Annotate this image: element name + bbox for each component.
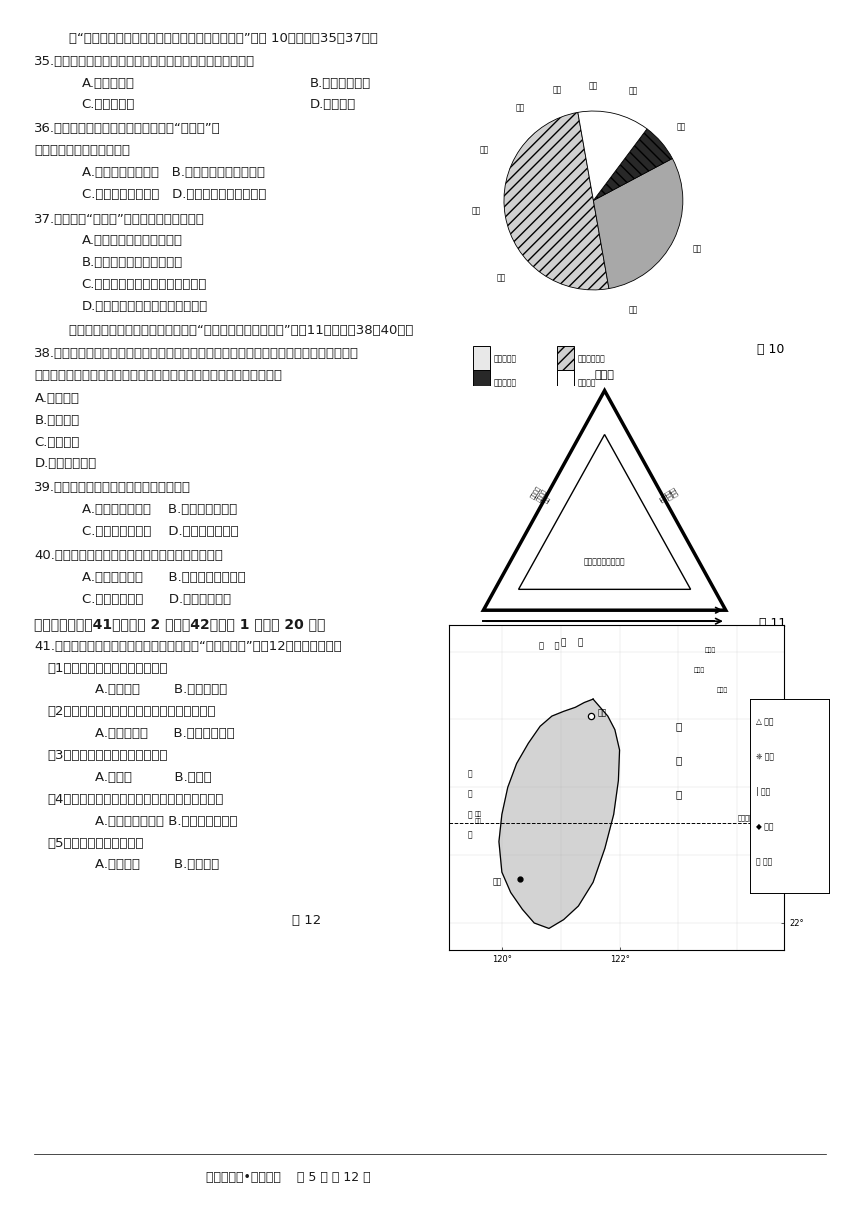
Text: 河北省: 河北省 bbox=[464, 629, 483, 640]
Text: 峡: 峡 bbox=[467, 830, 472, 840]
Text: | 甘蔗: | 甘蔗 bbox=[756, 787, 771, 797]
Text: 受制于美国。其主要原因是: 受制于美国。其主要原因是 bbox=[34, 143, 131, 157]
Text: 高雄: 高雄 bbox=[493, 877, 502, 887]
Text: 图 11: 图 11 bbox=[759, 617, 786, 631]
Text: A.环渤海地区: A.环渤海地区 bbox=[82, 77, 135, 90]
Text: C.文化中心: C.文化中心 bbox=[34, 436, 80, 448]
Text: ❈ 水稻: ❈ 水稻 bbox=[756, 752, 774, 762]
Text: △ 山脉: △ 山脉 bbox=[756, 717, 774, 727]
Text: 合肥: 合肥 bbox=[692, 244, 702, 254]
Text: （1）台湾岛的农产品主要分布在: （1）台湾岛的农产品主要分布在 bbox=[47, 661, 168, 674]
Text: B.降低相关产品质量和价値: B.降低相关产品质量和价値 bbox=[82, 256, 183, 270]
Text: A.浙、苏          B.闽、粤: A.浙、苏 B.闽、粤 bbox=[95, 772, 212, 784]
Text: D.国际交往中心: D.国际交往中心 bbox=[34, 458, 96, 470]
Text: 产业与
技术制
造业: 产业与 技术制 造业 bbox=[657, 487, 679, 505]
Text: C.产品种类更单一    D.产业和技术升级: C.产品种类更单一 D.产业和技术升级 bbox=[82, 525, 238, 538]
Text: B.金融中心: B.金融中心 bbox=[34, 413, 80, 426]
Text: 资源、劳
动力产业
技术: 资源、劳 动力产业 技术 bbox=[530, 485, 553, 507]
Text: 图 12: 图 12 bbox=[292, 914, 322, 927]
Text: 海: 海 bbox=[467, 810, 472, 819]
Text: A.西北方向        B.东北方向: A.西北方向 B.东北方向 bbox=[95, 858, 218, 871]
Text: 赤尾屿: 赤尾屿 bbox=[717, 688, 728, 694]
Text: D.与发展中国家经济联系逐渐减少: D.与发展中国家经济联系逐渐减少 bbox=[82, 300, 208, 313]
Text: C.发挥我国劳动力资源丰富的优势: C.发挥我国劳动力资源丰富的优势 bbox=[82, 278, 207, 292]
Text: A.城镇人口数减少    B.资源输入量增加: A.城镇人口数减少 B.资源输入量增加 bbox=[82, 503, 237, 516]
Text: C.珠江三角洲: C.珠江三角洲 bbox=[82, 98, 135, 111]
Text: 图书馆、国家大剧院、人民日报等都在北京，这说明首都北京的职能是: 图书馆、国家大剧院、人民日报等都在北京，这说明首都北京的职能是 bbox=[34, 369, 282, 383]
Text: 珠江三角洲: 珠江三角洲 bbox=[494, 378, 517, 388]
Text: 其他地区: 其他地区 bbox=[578, 378, 596, 388]
Text: A.推动我国科技的自主创新: A.推动我国科技的自主创新 bbox=[82, 234, 182, 248]
Text: 图 10: 图 10 bbox=[757, 343, 784, 356]
Text: 台: 台 bbox=[467, 769, 472, 779]
FancyBboxPatch shape bbox=[556, 346, 574, 373]
Text: 深圳: 深圳 bbox=[553, 85, 562, 95]
Text: A.同根同源的文化 B.种类多样的物产: A.同根同源的文化 B.种类多样的物产 bbox=[95, 814, 237, 827]
Text: 黄尾屿: 黄尾屿 bbox=[705, 648, 716, 652]
Text: 成都: 成都 bbox=[677, 123, 685, 131]
Text: 资源、劳动力、产品: 资源、劳动力、产品 bbox=[584, 558, 625, 566]
Text: 武汉: 武汉 bbox=[471, 207, 481, 215]
Text: 重庆: 重庆 bbox=[589, 81, 598, 90]
Text: 东    海: 东 海 bbox=[562, 638, 584, 646]
Text: 京津冀协同发展是国家重大战略。读“京津冀要素关联示意图”（图11），完戕38～40题。: 京津冀协同发展是国家重大战略。读“京津冀要素关联示意图”（图11），完戕38～4… bbox=[52, 324, 413, 338]
Text: 39.京津冀协同发展对河北省的主要作用是: 39.京津冀协同发展对河北省的主要作用是 bbox=[34, 481, 192, 495]
Text: A.企业的产品成本高   B.我国工业生产水平落后: A.企业的产品成本高 B.我国工业生产水平落后 bbox=[82, 166, 265, 180]
Text: B.长江沿岐地带: B.长江沿岐地带 bbox=[310, 77, 371, 90]
Text: 35.据图判断，目前我国主流芯片项目投资比重最大的地区是: 35.据图判断，目前我国主流芯片项目投资比重最大的地区是 bbox=[34, 55, 255, 68]
Text: 41.台湾省自古以来就是我国的神圣领土。读“台湾省简图”（图12），完成本题。: 41.台湾省自古以来就是我国的神圣领土。读“台湾省简图”（图12），完成本题。 bbox=[34, 640, 342, 654]
Text: 台北: 台北 bbox=[597, 708, 606, 717]
Text: C.增加通勤成本      D.扩大技术差异: C.增加通勤成本 D.扩大技术差异 bbox=[82, 593, 230, 606]
Text: D.其他地区: D.其他地区 bbox=[310, 98, 356, 111]
Text: 37.中国加强“中国芯”的研究，带来的影响有: 37.中国加强“中国芯”的研究，带来的影响有 bbox=[34, 213, 206, 226]
Text: 无锡: 无锡 bbox=[496, 273, 506, 283]
Text: 环渤海地区: 环渤海地区 bbox=[494, 354, 517, 363]
Text: 北京市: 北京市 bbox=[594, 369, 615, 379]
Text: 读“我国在建主流芯片项目的投资比重分布示意图”（图 10），完戕35～37题。: 读“我国在建主流芯片项目的投资比重分布示意图”（图 10），完戕35～37题。 bbox=[52, 32, 378, 45]
Text: （3）台湾省的汉族居民祖籍多为: （3）台湾省的汉族居民祖籍多为 bbox=[47, 748, 168, 762]
Text: 茶 茶叶: 茶 茶叶 bbox=[756, 858, 772, 866]
Text: 38.中国科学院、中国社会科学院等科研院所，北大、清华等国际知名高校，国家博物馆、: 38.中国科学院、中国社会科学院等科研院所，北大、清华等国际知名高校，国家博物馆… bbox=[34, 347, 359, 361]
Text: 泉州: 泉州 bbox=[479, 145, 488, 154]
Text: 产业与技术: 产业与技术 bbox=[591, 644, 618, 654]
Text: 平: 平 bbox=[675, 756, 681, 765]
Text: 40.京津冀协同发展对该区域经济发展的有利影响是: 40.京津冀协同发展对该区域经济发展的有利影响是 bbox=[34, 549, 224, 563]
Text: ◆ 菠萝: ◆ 菠萝 bbox=[756, 823, 774, 831]
Text: 洋: 洋 bbox=[675, 789, 681, 799]
Wedge shape bbox=[593, 129, 673, 200]
Text: C.我国工业原料缺乏   D.尖端高新技术不够突出: C.我国工业原料缺乏 D.尖端高新技术不够突出 bbox=[82, 188, 266, 202]
Text: A.西部平原        B.中东部山地: A.西部平原 B.中东部山地 bbox=[95, 683, 227, 696]
Text: 北回归线: 北回归线 bbox=[737, 814, 753, 821]
Wedge shape bbox=[504, 113, 609, 290]
Text: 大津市: 大津市 bbox=[726, 629, 746, 640]
Text: 太: 太 bbox=[675, 722, 681, 731]
Text: 36.我国华为、中兴等企业发展因缺乏“中国芯”而: 36.我国华为、中兴等企业发展因缺乏“中国芯”而 bbox=[34, 123, 221, 135]
Wedge shape bbox=[593, 158, 683, 288]
Text: 钓鱼岛: 钓鱼岛 bbox=[693, 667, 704, 673]
FancyBboxPatch shape bbox=[473, 346, 490, 373]
Text: A.政治中心: A.政治中心 bbox=[34, 391, 79, 405]
Text: 东    海: 东 海 bbox=[538, 642, 559, 650]
Text: 二、综合题（第41题每小题 2 分，第42题每空 1 分，共 20 分）: 二、综合题（第41题每小题 2 分，第42题每空 1 分，共 20 分） bbox=[34, 617, 326, 632]
Text: 大连: 大连 bbox=[516, 103, 525, 112]
Text: （4）两地共度端午节表明台湾省与祖国大陆共有: （4）两地共度端午节表明台湾省与祖国大陆共有 bbox=[47, 793, 224, 806]
Text: 长江沿岐地带: 长江沿岐地带 bbox=[578, 354, 605, 363]
FancyBboxPatch shape bbox=[473, 371, 490, 397]
Wedge shape bbox=[578, 111, 647, 200]
Text: 澎湖
列岛: 澎湖 列岛 bbox=[475, 812, 482, 824]
Text: （2）台湾四季鲜果不断供应祖国大陆的原因是: （2）台湾四季鲜果不断供应祖国大陆的原因是 bbox=[47, 705, 216, 718]
Text: 湾: 湾 bbox=[467, 790, 472, 798]
Text: A.减少就业机会      B.促进地区均衡发展: A.减少就业机会 B.促进地区均衡发展 bbox=[82, 571, 245, 584]
FancyBboxPatch shape bbox=[556, 371, 574, 397]
Polygon shape bbox=[499, 699, 619, 928]
Text: A.年降水量多      B.热量条件优越: A.年降水量多 B.热量条件优越 bbox=[95, 727, 234, 740]
Text: 上海: 上海 bbox=[629, 86, 638, 96]
Text: 八年级地理•生物试卷    第 5 页 共 12 页: 八年级地理•生物试卷 第 5 页 共 12 页 bbox=[206, 1171, 371, 1185]
Text: （5）钓鱼岛位于台湾岛的: （5）钓鱼岛位于台湾岛的 bbox=[47, 836, 144, 849]
Text: 南京: 南京 bbox=[629, 305, 638, 315]
